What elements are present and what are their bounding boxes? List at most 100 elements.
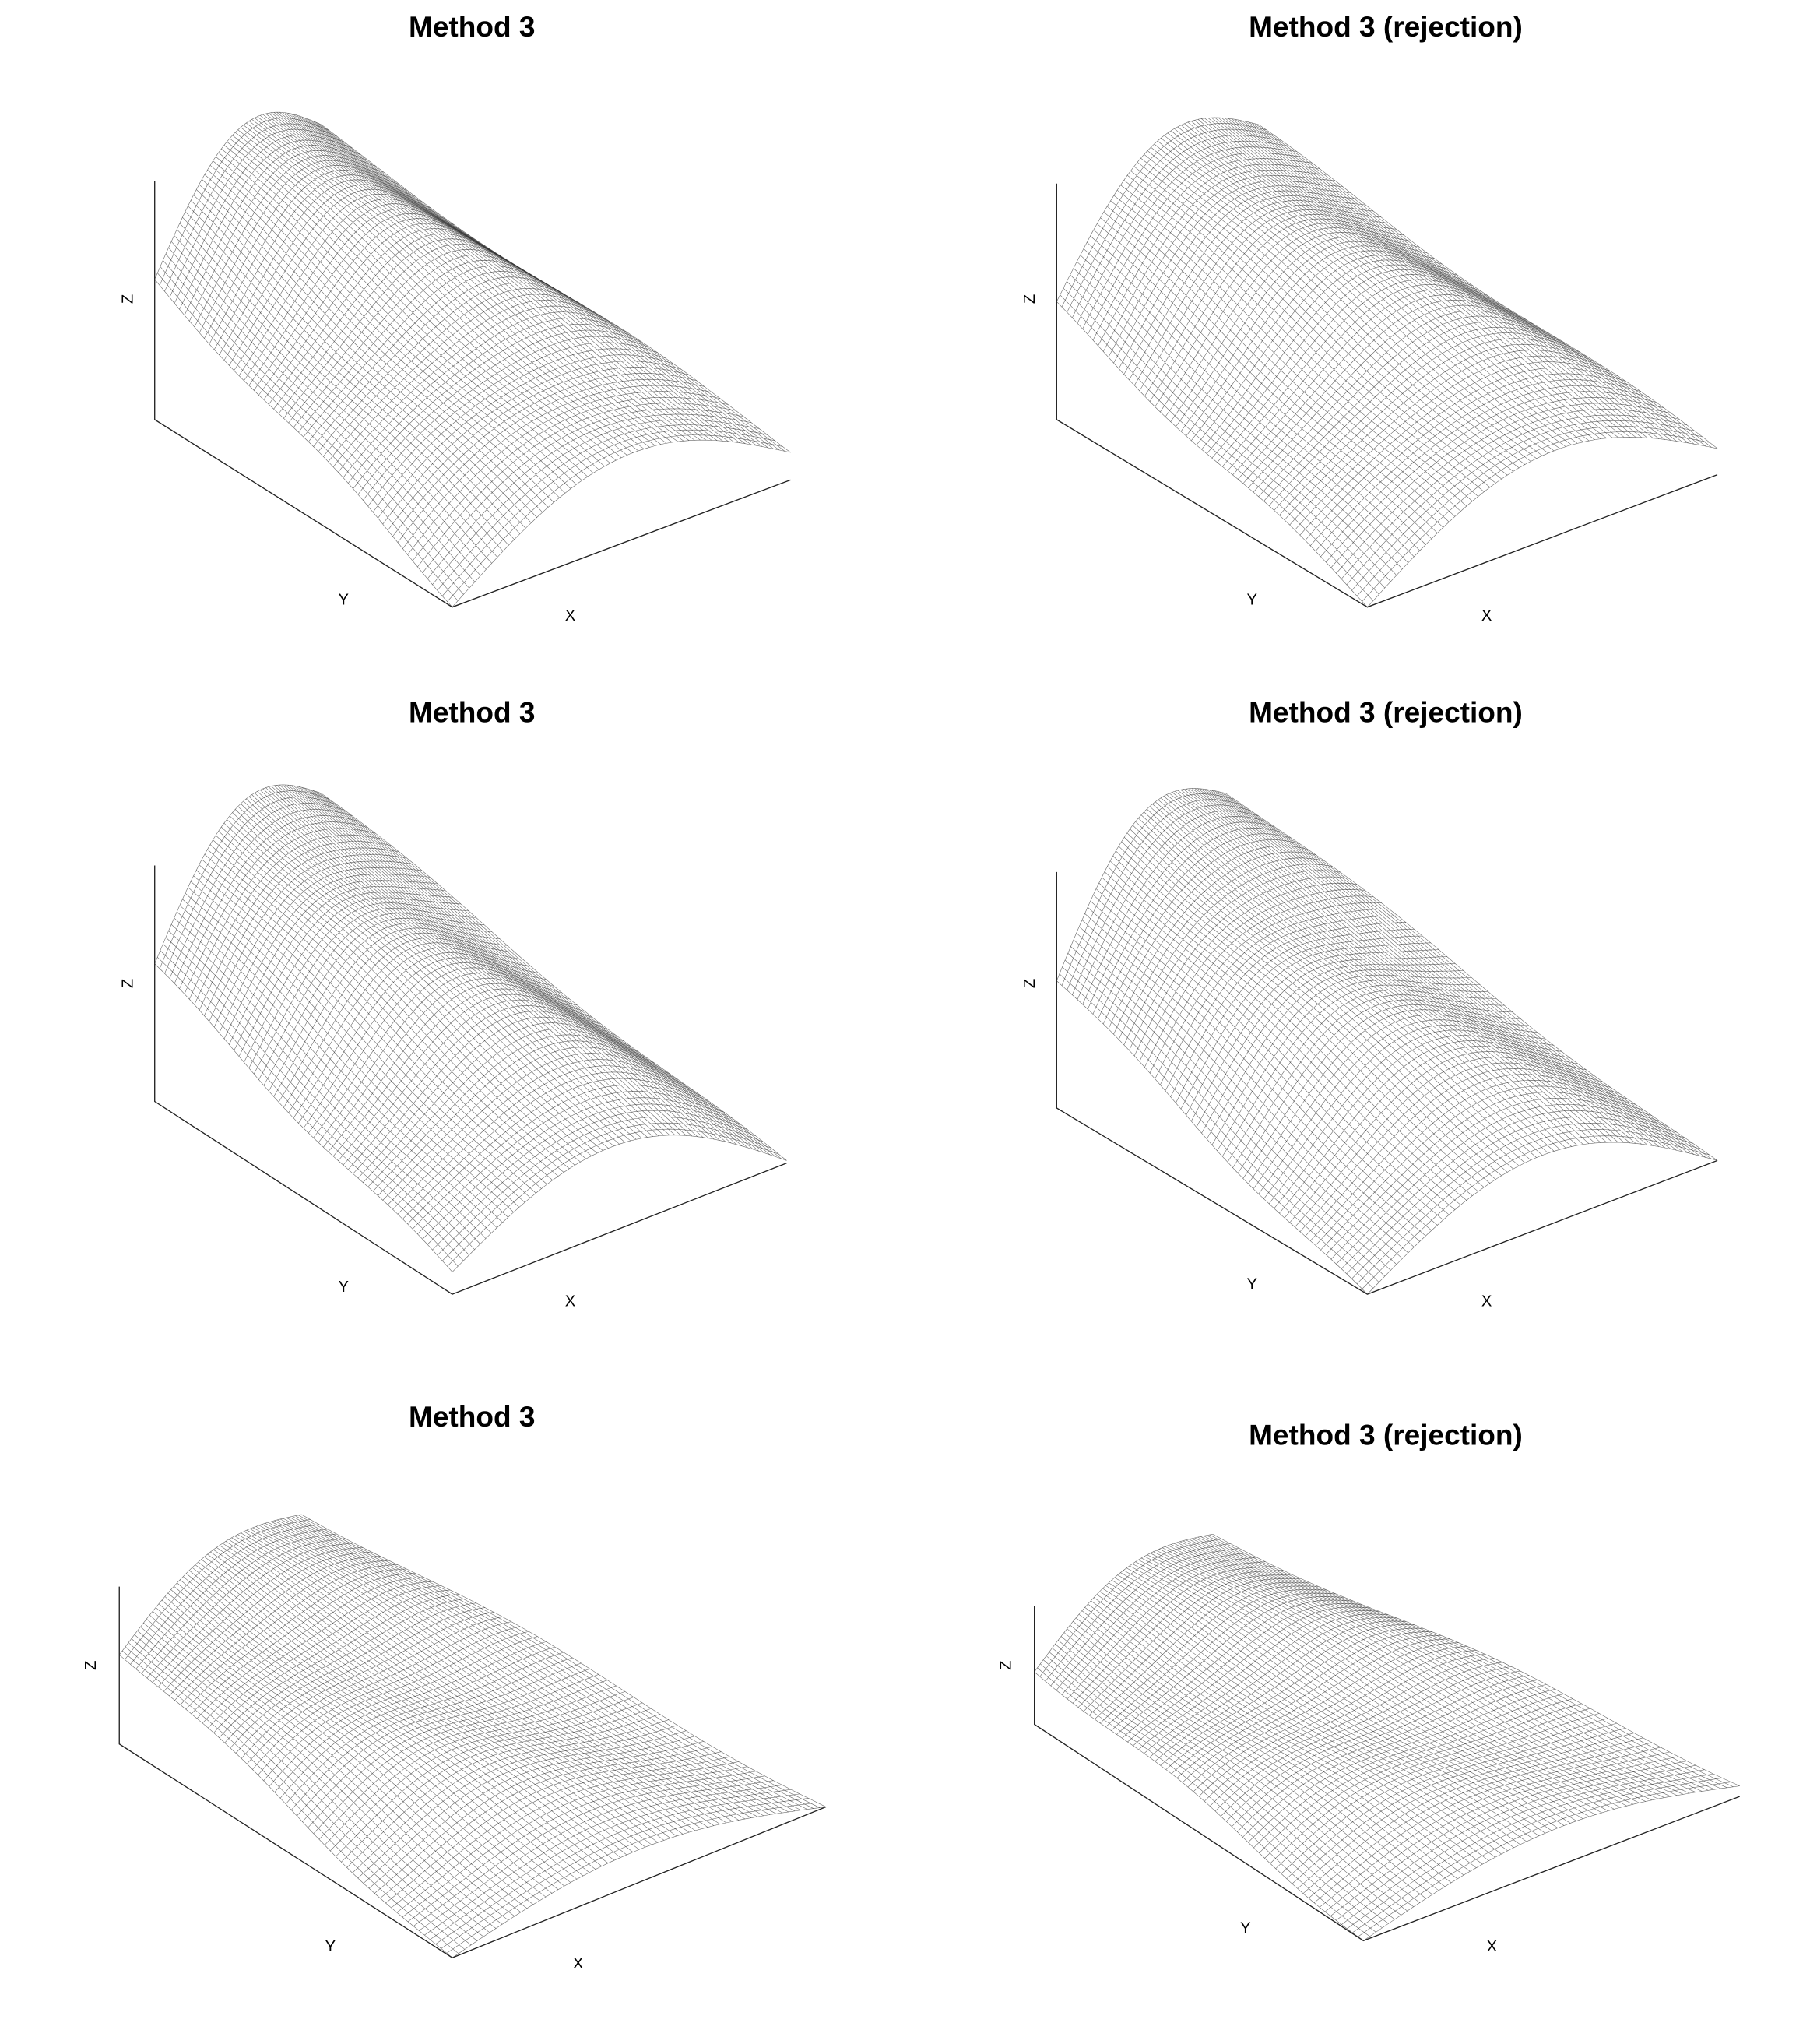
mesh-line: [1212, 1534, 1740, 1786]
mesh-line: [293, 785, 732, 1144]
mesh-line: [1191, 1538, 1696, 1792]
mesh-line: [315, 791, 776, 1157]
mesh-line: [1263, 1024, 1554, 1199]
mesh-line: [1336, 403, 1672, 574]
mesh-line: [135, 1529, 329, 1669]
mesh-line: [407, 1771, 757, 1923]
mesh-line: [1073, 268, 1397, 575]
mesh-line: [223, 145, 594, 473]
mesh-line: [1109, 1582, 1520, 1845]
mesh-line: [312, 121, 774, 449]
mesh-line: [131, 1638, 478, 1941]
mesh-line: [194, 155, 385, 328]
mesh-line: [1180, 935, 1423, 1110]
mesh-line: [1073, 939, 1403, 1259]
mesh-line: [204, 853, 553, 1180]
axis-lines: [1056, 183, 1718, 608]
mesh-line: [1315, 379, 1641, 551]
mesh-line: [1133, 1606, 1371, 1747]
x-axis-label: X: [1487, 1938, 1498, 1955]
mesh-line: [164, 1596, 547, 1898]
mesh-line: [295, 1515, 814, 1809]
surface-mesh: [154, 111, 791, 607]
mesh-line: [1241, 120, 1689, 444]
panel-title: Method 3: [409, 10, 536, 43]
mesh-line: [304, 787, 754, 1150]
mesh-line: [219, 1545, 659, 1843]
mesh-line: [1102, 169, 1328, 352]
mesh-line: [257, 791, 659, 1136]
mesh-line: [188, 887, 520, 1208]
mesh-line: [1158, 799, 1578, 1146]
mesh-line: [286, 1517, 796, 1812]
mesh-line: [234, 193, 447, 371]
mesh-line: [252, 1527, 727, 1824]
mesh-line: [137, 1630, 490, 1933]
mesh-line: [1092, 158, 1313, 340]
mesh-line: [1070, 1624, 1439, 1891]
mesh-line: [179, 223, 504, 551]
mesh-line: [190, 881, 525, 1203]
mesh-line: [1130, 171, 1496, 484]
mesh-line: [288, 249, 533, 424]
mesh-line: [1056, 788, 1226, 981]
mesh-line: [1181, 125, 1583, 442]
mesh-line: [283, 938, 523, 1108]
mesh-line: [382, 1047, 679, 1201]
mesh-line: [1067, 128, 1274, 313]
mesh-line: [119, 1514, 302, 1655]
x-axis-label: X: [1481, 1293, 1492, 1310]
mesh-line: [343, 999, 617, 1166]
mesh-line: [163, 1551, 372, 1692]
mesh-line: [225, 1541, 671, 1838]
surface-mesh: [154, 784, 787, 1272]
axis-lines: [154, 865, 787, 1295]
mesh-line: [176, 229, 498, 558]
mesh-line: [159, 790, 329, 969]
mesh-line: [1207, 118, 1630, 438]
mesh-line: [1251, 122, 1706, 447]
mesh-line: [196, 189, 537, 518]
mesh-line: [268, 786, 681, 1136]
mesh-line: [1120, 185, 1478, 497]
mesh-line: [1050, 1548, 1239, 1687]
mesh-line: [1335, 1764, 1696, 1921]
mesh-line: [196, 1577, 424, 1719]
z-axis-label: Z: [119, 979, 136, 988]
mesh-line: [1123, 180, 1485, 492]
mesh-line: [1116, 1596, 1344, 1735]
mesh-line: [296, 114, 740, 443]
y-axis-label: Y: [1240, 1920, 1251, 1937]
mesh-line: [189, 150, 377, 322]
mesh-line: [1087, 821, 1275, 1010]
mesh-line: [159, 118, 329, 286]
mesh-line: [209, 164, 566, 494]
mesh-line: [432, 419, 760, 585]
mesh-line: [174, 134, 353, 304]
mesh-line: [1113, 195, 1467, 507]
mesh-line: [1093, 894, 1443, 1220]
mesh-line: [1079, 926, 1415, 1247]
mesh-line: [447, 434, 783, 602]
mesh-line: [452, 1135, 787, 1272]
panel: Method 3 Z Y X: [119, 10, 791, 624]
mesh-line: [441, 429, 775, 596]
mesh-line: [301, 787, 748, 1149]
mesh-line: [179, 815, 360, 989]
mesh-line: [1363, 1785, 1740, 1941]
mesh-line: [271, 1521, 764, 1817]
mesh-line: [1056, 1552, 1248, 1691]
mesh-line: [1176, 928, 1415, 1103]
mesh-line: [1200, 788, 1665, 1149]
mesh-line: [1176, 1634, 1442, 1778]
mesh-line: [307, 788, 759, 1152]
mesh-line: [228, 1539, 677, 1837]
mesh-line: [202, 859, 547, 1185]
mesh-line: [119, 1654, 453, 1958]
mesh-line: [378, 354, 673, 519]
mesh-line: [1367, 437, 1718, 607]
mesh-line: [199, 160, 392, 333]
mesh-line: [1238, 119, 1683, 442]
mesh-line: [174, 809, 353, 984]
